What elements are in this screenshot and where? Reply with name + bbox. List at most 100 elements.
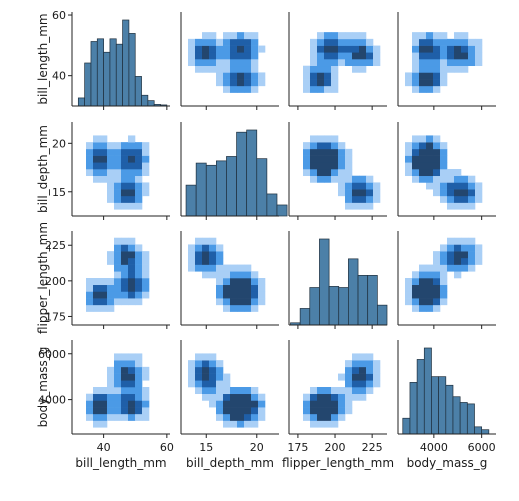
heatmap-cell (412, 278, 420, 286)
heatmap-cell (331, 162, 339, 170)
heatmap-cell (338, 175, 346, 183)
heatmap-cell (433, 45, 441, 53)
heatmap-cell (359, 366, 367, 374)
heatmap-cell (128, 360, 136, 368)
hist-bar (309, 287, 320, 326)
heatmap-cell (237, 79, 245, 87)
heatmap-cell (338, 45, 346, 53)
heatmap-cell (454, 182, 462, 190)
heatmap-cell (114, 169, 122, 177)
heatmap-cell (345, 38, 353, 46)
heatmap-cell (100, 148, 108, 156)
heatmap-cell (114, 413, 122, 421)
heatmap-cell (454, 189, 462, 197)
heatmap-cell (324, 155, 332, 163)
heatmap-cell (121, 373, 129, 381)
heatmap-cell (317, 169, 325, 177)
heatmap-cell (128, 380, 136, 388)
heatmap-cell (366, 366, 374, 374)
heatmap-cell (345, 400, 353, 408)
heatmap-cell (373, 59, 381, 67)
heatmap-cell (440, 189, 448, 197)
heatmap-cell (188, 52, 196, 60)
heatmap-cell (331, 38, 339, 46)
hist-bar (416, 359, 425, 435)
heatmap-cell (223, 420, 231, 428)
heatmap-cell (223, 59, 231, 67)
heatmap-cell (121, 169, 129, 177)
heatmap-cell (433, 52, 441, 60)
heatmap-cell (202, 366, 210, 374)
heatmap-cell (310, 400, 318, 408)
heatmap-cell (412, 298, 420, 306)
heatmap-cell (244, 271, 252, 279)
heatmap-cell (359, 175, 367, 183)
heatmap-cell (426, 45, 434, 53)
heatmap-cell (216, 251, 224, 259)
heatmap-cell (426, 291, 434, 299)
heatmap-cell (237, 85, 245, 93)
heatmap-cell (142, 162, 150, 170)
heatmap-cell (114, 162, 122, 170)
heatmap-cell (114, 142, 122, 150)
heatmap-cell (230, 387, 238, 395)
heatmap-cell (237, 304, 245, 312)
heatmap-cell (114, 237, 122, 245)
heatmap-cell (419, 72, 427, 80)
heatmap-cell (237, 52, 245, 60)
heatmap-cell (107, 175, 115, 183)
heatmap-cell (121, 162, 129, 170)
heatmap-cell (114, 202, 122, 210)
heatmap-cell (216, 400, 224, 408)
heatmap-cell (114, 264, 122, 272)
heatmap-cell (107, 387, 115, 395)
x-tick-label: 4000 (420, 441, 448, 454)
heatmap-cell (426, 59, 434, 67)
hist-bar (103, 51, 111, 107)
heatmap-cell (419, 142, 427, 150)
heatmap-cell (433, 182, 441, 190)
heatmap-cell (331, 148, 339, 156)
heatmap-cell (223, 413, 231, 421)
heatmap-cell (86, 413, 94, 421)
heatmap-cell (230, 284, 238, 292)
heatmap-cell (468, 182, 476, 190)
heatmap-cell (440, 162, 448, 170)
heatmap-cell (121, 291, 129, 299)
heatmap-cell (244, 407, 252, 415)
heatmap-cell (317, 142, 325, 150)
heatmap-cell (440, 257, 448, 265)
heatmap-cell (433, 291, 441, 299)
heatmap-cell (454, 271, 462, 279)
heatmap-cell (412, 135, 420, 143)
heatmap-cell (100, 298, 108, 306)
heatmap-cell (216, 284, 224, 292)
heatmap-cell (135, 155, 143, 163)
heatmap-cell (209, 251, 217, 259)
heatmap-cell (93, 155, 101, 163)
heatmap-cell (195, 264, 203, 272)
heatmap-cell (345, 393, 353, 401)
heatmap-cell (86, 400, 94, 408)
hist-bar (90, 41, 98, 107)
heatmap-cell (405, 79, 413, 87)
heatmap-cell (114, 393, 122, 401)
heatmap-cell (324, 72, 332, 80)
heatmap-cell (188, 264, 196, 272)
heatmap-cell (461, 202, 469, 210)
hist-bar (266, 193, 278, 217)
heatmap-cell (426, 32, 434, 40)
heatmap-cell (121, 413, 129, 421)
heatmap-cell (86, 162, 94, 170)
heatmap-cell (121, 380, 129, 388)
heatmap-cell (216, 79, 224, 87)
heatmap-cell (93, 407, 101, 415)
heatmap-cell (317, 155, 325, 163)
heatmap-cell (135, 244, 143, 252)
heatmap-cell (433, 284, 441, 292)
heatmap-cell (440, 32, 448, 40)
heatmap-cell (209, 353, 217, 361)
heatmap-cell (195, 59, 203, 67)
hist-bar (348, 258, 359, 326)
